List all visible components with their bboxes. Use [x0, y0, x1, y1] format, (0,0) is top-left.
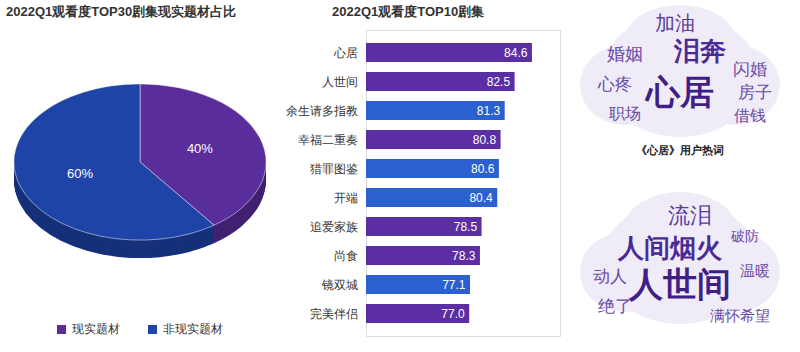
svg-text:《心居》用户热词: 《心居》用户热词	[636, 144, 724, 157]
svg-text:房子: 房子	[738, 83, 772, 102]
svg-text:婚姻: 婚姻	[607, 43, 643, 64]
svg-text:职场: 职场	[609, 105, 641, 122]
svg-text:77.1: 77.1	[442, 278, 466, 292]
svg-text:闪婚: 闪婚	[733, 60, 767, 79]
svg-text:80.8: 80.8	[473, 133, 497, 147]
svg-text:动人: 动人	[593, 267, 627, 286]
svg-text:60%: 60%	[67, 166, 93, 181]
svg-text:80.4: 80.4	[469, 191, 493, 205]
svg-text:心居: 心居	[333, 46, 358, 60]
svg-text:流泪: 流泪	[668, 203, 712, 228]
svg-text:人世间: 人世间	[322, 75, 358, 89]
svg-text:完美伴侣: 完美伴侣	[310, 307, 358, 321]
svg-text:80.6: 80.6	[471, 162, 495, 176]
svg-text:78.5: 78.5	[454, 220, 478, 234]
svg-text:77.0: 77.0	[441, 307, 465, 321]
svg-text:镜双城: 镜双城	[321, 278, 358, 292]
svg-text:泪奔: 泪奔	[673, 36, 726, 66]
svg-text:人间烟火: 人间烟火	[617, 233, 723, 263]
svg-text:幸福二重奏: 幸福二重奏	[298, 133, 358, 147]
html-text:2022Q1观看度TOP10剧集: 2022Q1观看度TOP10剧集	[332, 4, 485, 19]
svg-text:满怀希望: 满怀希望	[710, 308, 770, 324]
svg-text:猎罪图鉴: 猎罪图鉴	[310, 162, 358, 176]
html-text:非现实题材: 非现实题材	[163, 321, 223, 336]
svg-text:78.3: 78.3	[452, 249, 476, 263]
svg-text:人世间: 人世间	[628, 265, 731, 303]
svg-text:加油: 加油	[655, 12, 695, 34]
html-text:现实题材: 现实题材	[72, 321, 120, 336]
svg-text:心疼: 心疼	[597, 75, 632, 94]
svg-text:余生请多指教: 余生请多指教	[286, 104, 358, 118]
svg-text:绝了: 绝了	[598, 297, 632, 316]
svg-text:追爱家族: 追爱家族	[310, 220, 358, 234]
svg-text:温暖: 温暖	[740, 263, 770, 279]
svg-text:借钱: 借钱	[734, 107, 766, 124]
svg-text:尚食: 尚食	[334, 249, 358, 263]
svg-text:82.5: 82.5	[487, 75, 511, 89]
svg-text:81.3: 81.3	[477, 104, 501, 118]
html-text:2022Q1观看度TOP30剧集现实题材占比: 2022Q1观看度TOP30剧集现实题材占比	[6, 4, 237, 19]
svg-text:开端: 开端	[334, 191, 358, 205]
svg-text:心居: 心居	[644, 73, 714, 111]
svg-text:84.6: 84.6	[504, 46, 528, 60]
svg-text:40%: 40%	[187, 141, 213, 156]
svg-text:破防: 破防	[730, 229, 759, 244]
